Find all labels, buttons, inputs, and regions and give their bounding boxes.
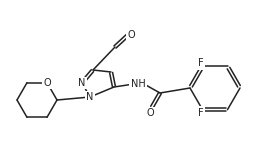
Text: N: N: [78, 78, 86, 88]
Text: F: F: [198, 58, 203, 68]
Text: O: O: [127, 30, 135, 40]
Text: N: N: [86, 92, 94, 102]
Text: F: F: [198, 108, 203, 118]
Text: NH: NH: [131, 79, 145, 89]
Text: O: O: [146, 108, 154, 118]
Text: NH: NH: [131, 79, 145, 89]
Text: F: F: [198, 58, 203, 68]
Text: N: N: [78, 78, 86, 88]
Text: F: F: [198, 108, 203, 118]
Text: O: O: [43, 78, 51, 88]
Text: O: O: [43, 78, 51, 88]
Text: O: O: [127, 30, 135, 40]
Text: O: O: [146, 108, 154, 118]
Text: N: N: [86, 92, 94, 102]
